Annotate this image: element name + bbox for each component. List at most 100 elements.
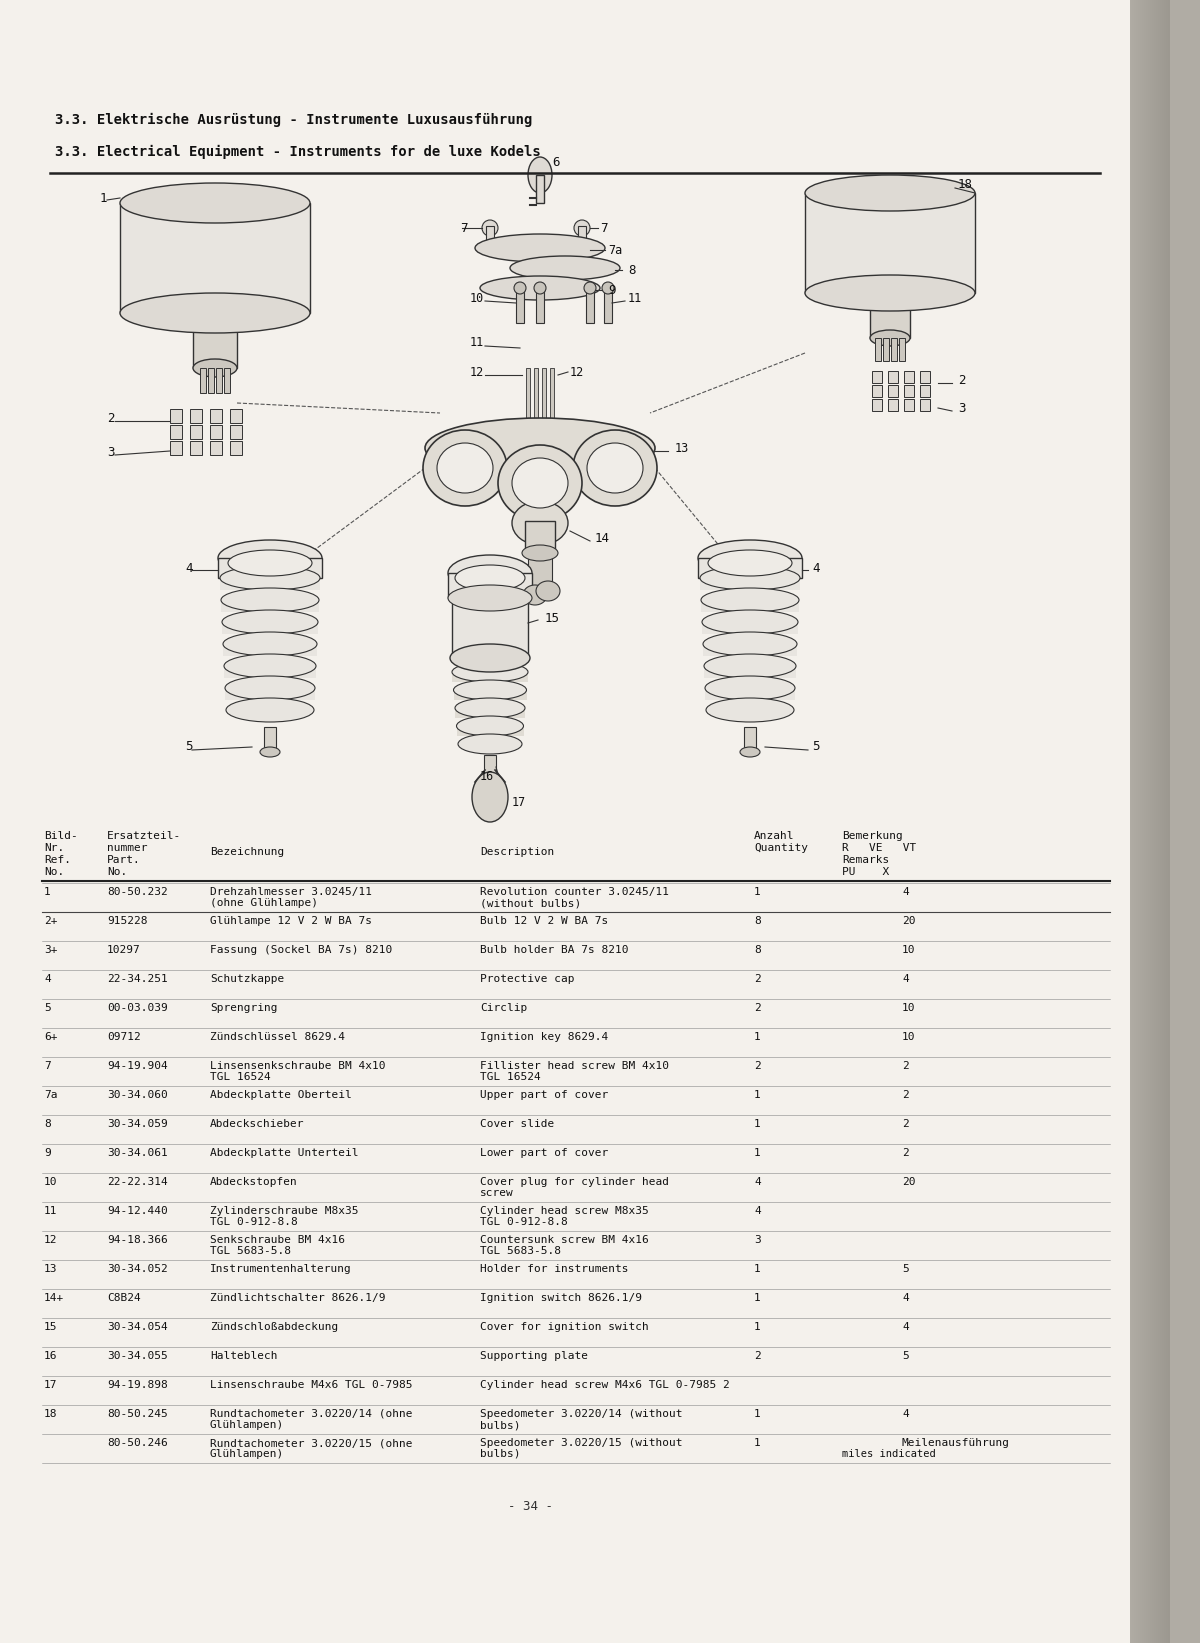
Text: 2: 2: [902, 1119, 908, 1129]
Text: Nr.: Nr.: [44, 843, 65, 853]
Bar: [920, 384, 930, 398]
Bar: [456, 728, 523, 736]
Text: Rundtachometer 3.0220/14 (ohne: Rundtachometer 3.0220/14 (ohne: [210, 1410, 413, 1420]
Bar: [448, 573, 532, 598]
Text: 10: 10: [902, 1002, 916, 1014]
Text: Abdeckstopfen: Abdeckstopfen: [210, 1176, 298, 1186]
Text: 12: 12: [44, 1236, 58, 1245]
Bar: [870, 292, 910, 338]
Bar: [542, 368, 546, 444]
Text: Quantity: Quantity: [754, 843, 808, 853]
Text: 9: 9: [608, 284, 616, 297]
Bar: [193, 314, 238, 368]
Text: nummer: nummer: [107, 843, 148, 853]
Text: 7a: 7a: [608, 245, 623, 258]
Ellipse shape: [475, 233, 605, 261]
Text: 20: 20: [902, 1176, 916, 1186]
Text: 3: 3: [754, 1236, 761, 1245]
Ellipse shape: [584, 283, 596, 294]
Bar: [604, 288, 612, 324]
Text: Zylinderschraube M8x35: Zylinderschraube M8x35: [210, 1206, 359, 1216]
Bar: [216, 368, 222, 393]
Text: No.: No.: [44, 868, 65, 877]
Text: Glühlampen): Glühlampen): [210, 1420, 284, 1429]
Text: bulbs): bulbs): [480, 1449, 521, 1459]
Bar: [578, 227, 586, 248]
Ellipse shape: [218, 541, 322, 577]
Text: 1: 1: [100, 192, 108, 204]
Text: 1: 1: [754, 1323, 761, 1332]
Bar: [190, 409, 202, 422]
Text: Linsensenkschraube BM 4x10: Linsensenkschraube BM 4x10: [210, 1061, 385, 1071]
Text: TGL 0-912-8.8: TGL 0-912-8.8: [210, 1217, 298, 1227]
Text: 4: 4: [902, 887, 908, 897]
Text: 2+: 2+: [44, 917, 58, 927]
Bar: [218, 559, 322, 578]
Bar: [190, 440, 202, 455]
Text: (without bulbs): (without bulbs): [480, 899, 581, 909]
Text: Linsenschraube M4x6 TGL 0-7985: Linsenschraube M4x6 TGL 0-7985: [210, 1380, 413, 1390]
Ellipse shape: [448, 555, 532, 591]
Bar: [872, 399, 882, 411]
Text: Ersatzteil-: Ersatzteil-: [107, 831, 181, 841]
Ellipse shape: [120, 292, 310, 334]
Text: 10: 10: [902, 1032, 916, 1042]
Text: Revolution counter 3.0245/11: Revolution counter 3.0245/11: [480, 887, 670, 897]
Text: TGL 16524: TGL 16524: [480, 1071, 541, 1083]
Text: 15: 15: [44, 1323, 58, 1332]
Text: R   VE   VT: R VE VT: [842, 843, 917, 853]
Bar: [220, 580, 320, 590]
Ellipse shape: [587, 444, 643, 493]
Ellipse shape: [706, 675, 796, 700]
Text: 13: 13: [44, 1263, 58, 1273]
Text: Sprengring: Sprengring: [210, 1002, 277, 1014]
Text: 10: 10: [470, 291, 485, 304]
Text: 4: 4: [185, 562, 192, 575]
Text: 5: 5: [902, 1351, 908, 1360]
Ellipse shape: [805, 176, 974, 210]
Bar: [702, 624, 798, 634]
Ellipse shape: [220, 565, 320, 590]
Bar: [706, 690, 796, 700]
Bar: [264, 726, 276, 752]
Text: 6: 6: [552, 156, 559, 169]
Ellipse shape: [448, 585, 532, 611]
Text: 7: 7: [460, 222, 468, 235]
Bar: [221, 601, 319, 611]
Text: Cover slide: Cover slide: [480, 1119, 554, 1129]
Text: 80-50.245: 80-50.245: [107, 1410, 168, 1420]
Bar: [700, 580, 800, 590]
Text: bulbs): bulbs): [480, 1420, 521, 1429]
Bar: [526, 368, 530, 444]
Text: 1: 1: [754, 1293, 761, 1303]
Bar: [454, 692, 527, 700]
Text: 13: 13: [674, 442, 689, 455]
Bar: [904, 371, 914, 383]
Text: Drehzahlmesser 3.0245/11: Drehzahlmesser 3.0245/11: [210, 887, 372, 897]
Bar: [210, 426, 222, 439]
Ellipse shape: [703, 633, 797, 656]
Text: 00-03.039: 00-03.039: [107, 1002, 168, 1014]
Text: Holder for instruments: Holder for instruments: [480, 1263, 629, 1273]
Bar: [888, 371, 898, 383]
Text: Zündschlüssel 8629.4: Zündschlüssel 8629.4: [210, 1032, 346, 1042]
Text: Bild-: Bild-: [44, 831, 78, 841]
Text: Glühlampen): Glühlampen): [210, 1449, 284, 1459]
Bar: [586, 288, 594, 324]
Text: 10: 10: [44, 1176, 58, 1186]
Text: Circlip: Circlip: [480, 1002, 527, 1014]
Text: 7: 7: [44, 1061, 50, 1071]
Text: Meilenausführung: Meilenausführung: [902, 1438, 1010, 1447]
Text: 80-50.232: 80-50.232: [107, 887, 168, 897]
Text: Ignition key 8629.4: Ignition key 8629.4: [480, 1032, 608, 1042]
Text: 3.3. Electrical Equipment - Instruments for de luxe Kodels: 3.3. Electrical Equipment - Instruments …: [55, 145, 541, 159]
Ellipse shape: [455, 565, 526, 591]
Text: 8: 8: [44, 1119, 50, 1129]
Ellipse shape: [805, 274, 974, 311]
Ellipse shape: [260, 748, 280, 757]
Text: 3+: 3+: [44, 945, 58, 955]
Text: 1: 1: [754, 1089, 761, 1101]
Text: 2: 2: [754, 1351, 761, 1360]
Text: 5: 5: [902, 1263, 908, 1273]
Text: 3: 3: [107, 447, 114, 460]
